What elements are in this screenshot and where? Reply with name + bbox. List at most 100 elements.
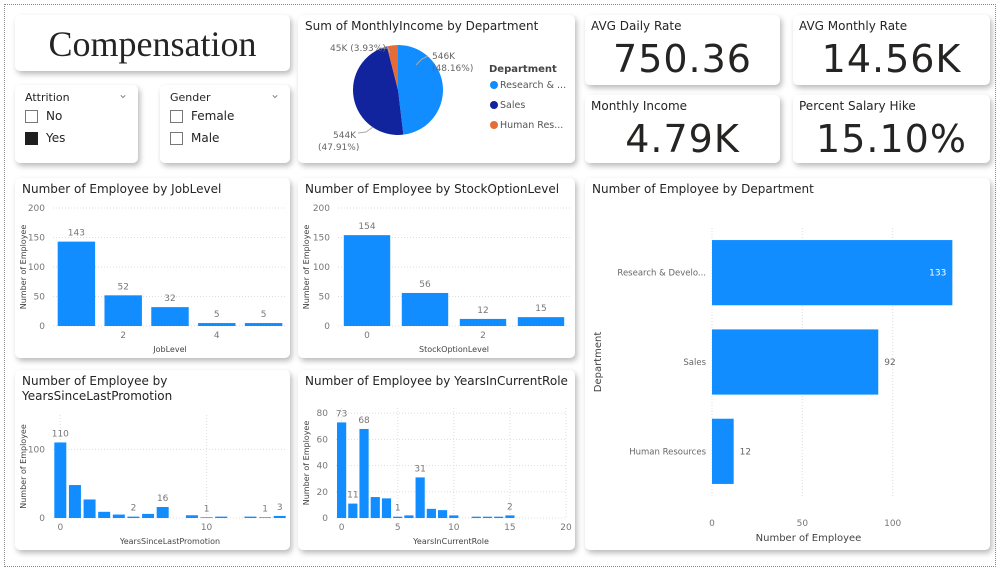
role-chart: 0 20 40 60 80 0 5 10 15 20 73 11 68 1 31 2 YearsInCurren… — [302, 408, 572, 546]
slicer-title: Gender — [170, 91, 211, 104]
data-label: 1 — [395, 504, 401, 514]
kpi-card-salary-hike: Percent Salary Hike 15.10% — [793, 95, 990, 163]
y-tick-label: 50 — [34, 293, 46, 303]
data-label: 1 — [262, 504, 268, 514]
legend-marker — [490, 101, 498, 109]
bar — [449, 515, 459, 518]
kpi-label: Monthly Income — [591, 99, 688, 113]
bar — [156, 507, 169, 518]
page-title: Compensation — [48, 24, 257, 64]
bar — [494, 516, 504, 518]
gender-slicer[interactable]: Gender ⌄ Female Male — [160, 85, 290, 163]
y-tick-label: 0 — [322, 514, 328, 524]
stock-chart: 0 50 100 150 200 0 2 154 56 12 15 StockOptionLevel N… — [302, 204, 570, 354]
x-tick-label: 5 — [395, 523, 401, 533]
x-tick-label: 4 — [214, 331, 220, 341]
data-label: 143 — [68, 229, 85, 239]
slicer-option-male[interactable]: Male — [170, 131, 219, 145]
kpi-value: 750.36 — [613, 37, 752, 81]
slicer-option-female[interactable]: Female — [170, 109, 234, 123]
bar — [215, 516, 228, 518]
y-tick-label: Human Resources — [629, 447, 706, 457]
attrition-slicer[interactable]: Attrition ⌄ No Yes — [15, 85, 138, 163]
bar — [393, 516, 403, 518]
kpi-label: Percent Salary Hike — [799, 99, 916, 113]
y-tick-label: 100 — [313, 263, 330, 273]
pie-slice — [353, 46, 404, 135]
chart-title: Number of Employee by YearsInCurrentRole — [305, 374, 568, 388]
legend-label: Sales — [500, 100, 525, 111]
x-tick-label: 50 — [797, 519, 809, 529]
bar — [359, 428, 369, 518]
data-label: 32 — [164, 294, 175, 304]
bar — [244, 516, 257, 518]
pie-data-label: 45K (3.93%) — [330, 44, 386, 54]
data-label: 16 — [157, 494, 169, 504]
y-tick-label: 200 — [313, 204, 330, 214]
bar — [54, 442, 67, 518]
data-label: 110 — [52, 429, 69, 439]
x-axis-title: Number of Employee — [756, 533, 862, 544]
kpi-value: 4.79K — [625, 117, 740, 161]
bar — [57, 241, 96, 326]
data-label: 12 — [477, 306, 488, 316]
title-card: Compensation — [15, 15, 290, 71]
bar — [370, 497, 380, 518]
data-label: 3 — [277, 503, 283, 513]
data-label: 15 — [535, 304, 546, 314]
chart-title: Number of Employee by Department — [592, 182, 814, 196]
checkbox[interactable] — [170, 131, 183, 145]
slicer-option-no[interactable]: No — [25, 109, 62, 123]
data-label: 2 — [507, 502, 513, 512]
y-tick-label: 150 — [313, 234, 330, 244]
kpi-label: AVG Daily Rate — [591, 19, 682, 33]
bar — [112, 514, 125, 518]
legend-label: Human Res... — [500, 120, 563, 131]
legend-title: Department — [489, 64, 557, 75]
y-tick-label: 0 — [324, 322, 330, 332]
y-tick-label: 100 — [28, 445, 45, 455]
slicer-option-yes[interactable]: Yes — [25, 131, 65, 145]
data-label: 68 — [358, 416, 370, 426]
data-label: 2 — [131, 504, 137, 514]
kpi-card-daily-rate: AVG Daily Rate 750.36 — [585, 15, 780, 85]
checkbox[interactable] — [25, 109, 38, 123]
chevron-down-icon[interactable]: ⌄ — [117, 87, 128, 101]
data-label: 1 — [204, 504, 210, 514]
promotion-chart-card: Number of Employee by YearsSinceLastProm… — [15, 370, 290, 550]
y-tick-label: Research & Develo... — [617, 269, 706, 279]
chart-title: Number of Employee by YearsSinceLastProm… — [22, 374, 173, 403]
stock-chart-card: Number of Employee by StockOptionLevel 0… — [298, 178, 575, 358]
bar — [482, 516, 493, 518]
joblevel-chart: 0 50 100 150 200 2 4 143 52 32 5 5 JobLevel Number of… — [19, 204, 287, 354]
option-label: Male — [191, 131, 220, 145]
bar — [426, 508, 436, 518]
data-label: 73 — [336, 409, 347, 419]
report-canvas — [4, 4, 996, 567]
bar — [415, 477, 425, 518]
y-tick-label: 0 — [39, 514, 45, 524]
dept-chart-card: Number of Employee by Department 0 50 100 R… — [585, 178, 990, 550]
checkbox[interactable] — [170, 109, 183, 123]
x-tick-label: 0 — [339, 523, 345, 533]
chevron-down-icon[interactable]: ⌄ — [269, 87, 280, 101]
x-axis-title: JobLevel — [152, 345, 186, 354]
slicer-title: Attrition — [25, 91, 70, 104]
checkbox[interactable] — [25, 131, 38, 145]
leader-line — [357, 126, 374, 134]
kpi-card-monthly-income: Monthly Income 4.79K — [585, 95, 780, 163]
chart-title: Number of Employee by StockOptionLevel — [305, 182, 560, 196]
bar — [517, 317, 565, 326]
bar — [198, 323, 236, 326]
bar — [244, 323, 283, 326]
data-label: 52 — [117, 282, 128, 292]
y-axis-title: Number of Employee — [302, 421, 311, 506]
bar — [712, 240, 953, 306]
data-label: 31 — [414, 464, 425, 474]
bar — [83, 499, 96, 518]
leader-line — [415, 55, 429, 66]
x-tick-label: 0 — [364, 331, 370, 341]
option-label: Female — [191, 109, 235, 123]
bar — [712, 329, 879, 395]
